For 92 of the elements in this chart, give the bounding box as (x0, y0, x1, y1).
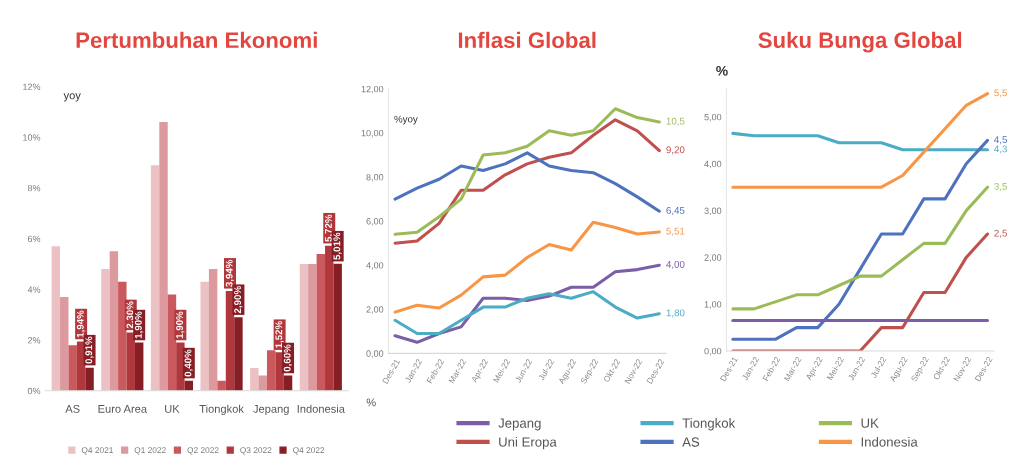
data-label: 4,00 (666, 260, 685, 269)
bar (266, 350, 276, 391)
data-label: 1,94% (76, 310, 86, 338)
line-series (731, 92, 990, 189)
legend-label: Jepang (498, 418, 541, 431)
legend-label: Q3 2022 (240, 447, 272, 455)
line-series (731, 185, 990, 311)
legend-label: Uni Eropa (499, 437, 557, 450)
bar (51, 246, 61, 391)
data-label: 4,3 (994, 145, 1007, 154)
bar (308, 264, 317, 391)
y-tick-label: 2,00 (366, 306, 384, 314)
line-series (393, 220, 661, 314)
data-label: 0,91% (85, 336, 94, 364)
y-tick-label: 5,00 (704, 113, 722, 122)
y-tick-label: 1,00 (704, 301, 722, 309)
data-label: 4,5 (994, 136, 1007, 145)
data-label: 1,52% (275, 321, 284, 348)
x-tick-label: Indonesia (297, 404, 345, 413)
y-tick-label: 4,00 (366, 262, 384, 270)
y-tick-label: 6,00 (366, 218, 384, 226)
chart-title: Suku Bunga Global (758, 31, 962, 53)
bar (217, 380, 226, 391)
legend-label: Q4 2021 (81, 447, 113, 455)
bar (299, 264, 309, 391)
data-label: 2,5 (994, 229, 1007, 238)
data-label: 2,30% (126, 301, 135, 329)
data-label: 9,20 (666, 146, 685, 155)
x-tick-label: UK (165, 405, 180, 413)
bar (150, 165, 160, 391)
legend-label: AS (682, 437, 700, 447)
y-tick-label: 8% (27, 184, 41, 192)
data-label: 1,90% (176, 311, 185, 339)
text: % (366, 398, 376, 407)
y-tick-label: 10% (23, 134, 41, 141)
y-tick-label: 8,00 (366, 174, 384, 182)
y-tick-label: 0,00 (704, 347, 722, 356)
data-label: 3,5 (994, 182, 1007, 191)
y-tick-label: 10,00 (361, 129, 384, 138)
x-tick-label: AS (65, 404, 80, 413)
bar (60, 296, 69, 391)
data-label: 5,51 (666, 227, 685, 236)
data-label: 1,80 (666, 309, 685, 318)
data-label: 2,90% (234, 286, 243, 314)
bar (200, 281, 209, 391)
data-label: 10,5 (666, 117, 685, 126)
bar (159, 122, 168, 391)
bar (109, 251, 119, 391)
y-tick-label: 2,00 (704, 254, 722, 262)
bar (316, 253, 326, 391)
line-series (393, 151, 661, 213)
y-tick-label: 12,00 (361, 85, 384, 94)
x-tick-label: Tiongkok (199, 404, 244, 416)
line-series (731, 131, 990, 152)
legend-label: Q4 2022 (293, 447, 325, 455)
legend-label: UK (861, 418, 879, 428)
data-label: 3,94% (225, 259, 235, 287)
y-axis-title: %yoy (394, 115, 418, 125)
y-tick-label: 0,00 (366, 350, 384, 358)
data-label: 5,01% (333, 232, 342, 260)
chart-title: Pertumbuhan Ekonomi (76, 31, 317, 49)
bar (208, 269, 218, 391)
data-label: 5,5 (994, 89, 1007, 98)
bar (250, 367, 259, 391)
chart-title: Inflasi Global (458, 31, 596, 49)
data-label: 0,40% (184, 349, 193, 377)
legend-label: Tiongkok (682, 418, 736, 431)
y-axis-title: yoy (63, 93, 81, 102)
legend-label: Q2 2022 (187, 447, 219, 455)
y-axis-title: % (716, 65, 728, 76)
y-tick-label: 3,00 (704, 207, 722, 216)
line-series (393, 263, 661, 344)
y-tick-label: 6% (27, 235, 41, 243)
data-label: 0,60% (283, 344, 293, 372)
legend-label: Indonesia (861, 437, 918, 447)
line-series (731, 232, 990, 351)
data-label: 5,72% (324, 214, 334, 242)
y-tick-label: 4% (27, 286, 41, 293)
y-tick-label: 2% (27, 337, 41, 344)
y-tick-label: 4,00 (704, 160, 722, 169)
line-series (393, 290, 661, 336)
y-tick-label: 0% (27, 387, 41, 395)
bar (101, 269, 110, 391)
bar (68, 345, 77, 391)
data-label: 6,45 (666, 206, 685, 215)
legend-label: Q1 2022 (134, 447, 166, 455)
bar (118, 281, 127, 391)
x-tick-label: Euro Area (98, 405, 148, 413)
y-tick-label: 12% (23, 83, 41, 90)
data-label: 1,90% (134, 311, 144, 339)
x-tick-label: Jepang (253, 405, 289, 416)
line-series (731, 138, 990, 341)
